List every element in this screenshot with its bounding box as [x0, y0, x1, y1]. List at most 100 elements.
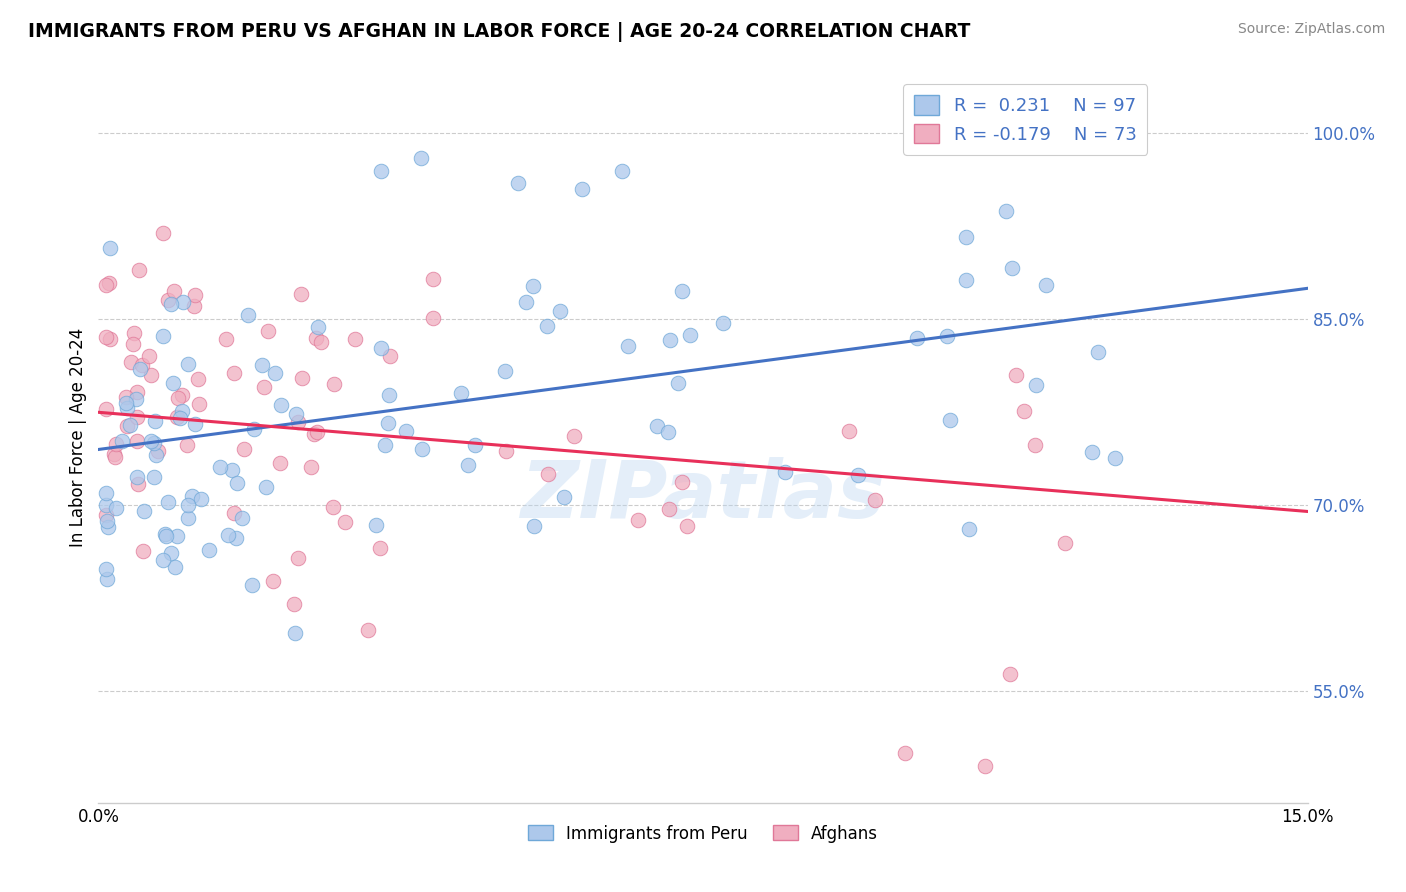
Afghans	[121, 355, 143, 369]
Immigrants from Peru	[142, 435, 165, 450]
Afghans	[187, 397, 209, 411]
Immigrants from Peru	[139, 434, 162, 449]
Immigrants from Peru	[172, 403, 194, 417]
Afghans	[838, 425, 860, 439]
Immigrants from Peru	[96, 514, 118, 528]
Point	[612, 163, 634, 178]
Immigrants from Peru	[96, 572, 118, 586]
Immigrants from Peru	[221, 463, 243, 477]
Immigrants from Peru	[153, 527, 176, 541]
Afghans	[1054, 536, 1077, 550]
Afghans	[131, 358, 153, 372]
Afghans	[283, 597, 305, 611]
Afghans	[291, 371, 314, 385]
Immigrants from Peru	[127, 470, 149, 484]
Immigrants from Peru	[152, 328, 174, 343]
Immigrants from Peru	[198, 543, 221, 558]
Point	[184, 287, 207, 301]
Immigrants from Peru	[955, 273, 977, 287]
Afghans	[127, 476, 149, 491]
Text: Source: ZipAtlas.com: Source: ZipAtlas.com	[1237, 22, 1385, 37]
Immigrants from Peru	[1025, 377, 1047, 392]
Immigrants from Peru	[120, 418, 142, 433]
Text: ZIPatlas: ZIPatlas	[520, 457, 886, 534]
Immigrants from Peru	[155, 529, 177, 543]
Immigrants from Peru	[177, 511, 200, 525]
Immigrants from Peru	[773, 465, 796, 479]
Afghans	[262, 574, 284, 589]
Afghans	[333, 515, 356, 529]
Afghans	[96, 402, 118, 417]
Afghans	[627, 513, 650, 527]
Immigrants from Peru	[209, 459, 232, 474]
Immigrants from Peru	[243, 422, 266, 436]
Afghans	[172, 388, 194, 402]
Afghans	[97, 276, 120, 290]
Immigrants from Peru	[645, 419, 668, 434]
Immigrants from Peru	[162, 376, 184, 390]
Immigrants from Peru	[128, 362, 150, 376]
Afghans	[96, 277, 118, 292]
Afghans	[121, 337, 143, 351]
Immigrants from Peru	[955, 230, 977, 244]
Immigrants from Peru	[96, 498, 118, 512]
Immigrants from Peru	[177, 498, 200, 512]
Immigrants from Peru	[163, 560, 186, 574]
Immigrants from Peru	[240, 578, 263, 592]
Immigrants from Peru	[994, 203, 1017, 218]
Immigrants from Peru	[117, 401, 139, 416]
Immigrants from Peru	[395, 424, 418, 438]
Afghans	[1012, 404, 1035, 418]
Immigrants from Peru	[671, 284, 693, 298]
Afghans	[257, 324, 280, 338]
Afghans	[124, 326, 146, 340]
Immigrants from Peru	[494, 364, 516, 378]
Afghans	[495, 443, 517, 458]
Immigrants from Peru	[1081, 444, 1104, 458]
Immigrants from Peru	[190, 491, 212, 506]
Point	[370, 163, 392, 178]
Afghans	[215, 332, 238, 346]
Immigrants from Peru	[97, 519, 120, 533]
Immigrants from Peru	[679, 328, 702, 343]
Afghans	[1005, 368, 1028, 383]
Immigrants from Peru	[250, 358, 273, 372]
Immigrants from Peru	[616, 339, 638, 353]
Immigrants from Peru	[659, 333, 682, 347]
Afghans	[132, 544, 155, 558]
Afghans	[299, 459, 322, 474]
Afghans	[322, 500, 344, 515]
Point	[409, 151, 432, 165]
Immigrants from Peru	[668, 376, 690, 391]
Immigrants from Peru	[160, 546, 183, 560]
Immigrants from Peru	[143, 414, 166, 428]
Afghans	[114, 390, 136, 404]
Afghans	[302, 426, 325, 441]
Immigrants from Peru	[450, 386, 472, 401]
Afghans	[163, 284, 186, 298]
Text: IMMIGRANTS FROM PERU VS AFGHAN IN LABOR FORCE | AGE 20-24 CORRELATION CHART: IMMIGRANTS FROM PERU VS AFGHAN IN LABOR …	[28, 22, 970, 42]
Immigrants from Peru	[938, 413, 960, 427]
Immigrants from Peru	[959, 523, 981, 537]
Immigrants from Peru	[104, 500, 127, 515]
Afghans	[422, 310, 444, 325]
Afghans	[676, 518, 699, 533]
Immigrants from Peru	[183, 417, 205, 431]
Afghans	[125, 410, 148, 425]
Afghans	[305, 331, 328, 345]
Afghans	[167, 391, 190, 405]
Afghans	[422, 272, 444, 286]
Afghans	[141, 368, 163, 382]
Point	[1054, 138, 1077, 153]
Afghans	[378, 349, 401, 363]
Immigrants from Peru	[907, 330, 929, 344]
Immigrants from Peru	[166, 529, 188, 543]
Point	[974, 758, 997, 772]
Afghans	[98, 332, 121, 346]
Afghans	[863, 493, 886, 508]
Immigrants from Peru	[231, 511, 253, 525]
Immigrants from Peru	[657, 425, 679, 439]
Afghans	[253, 379, 276, 393]
Afghans	[344, 332, 367, 346]
Immigrants from Peru	[374, 438, 396, 452]
